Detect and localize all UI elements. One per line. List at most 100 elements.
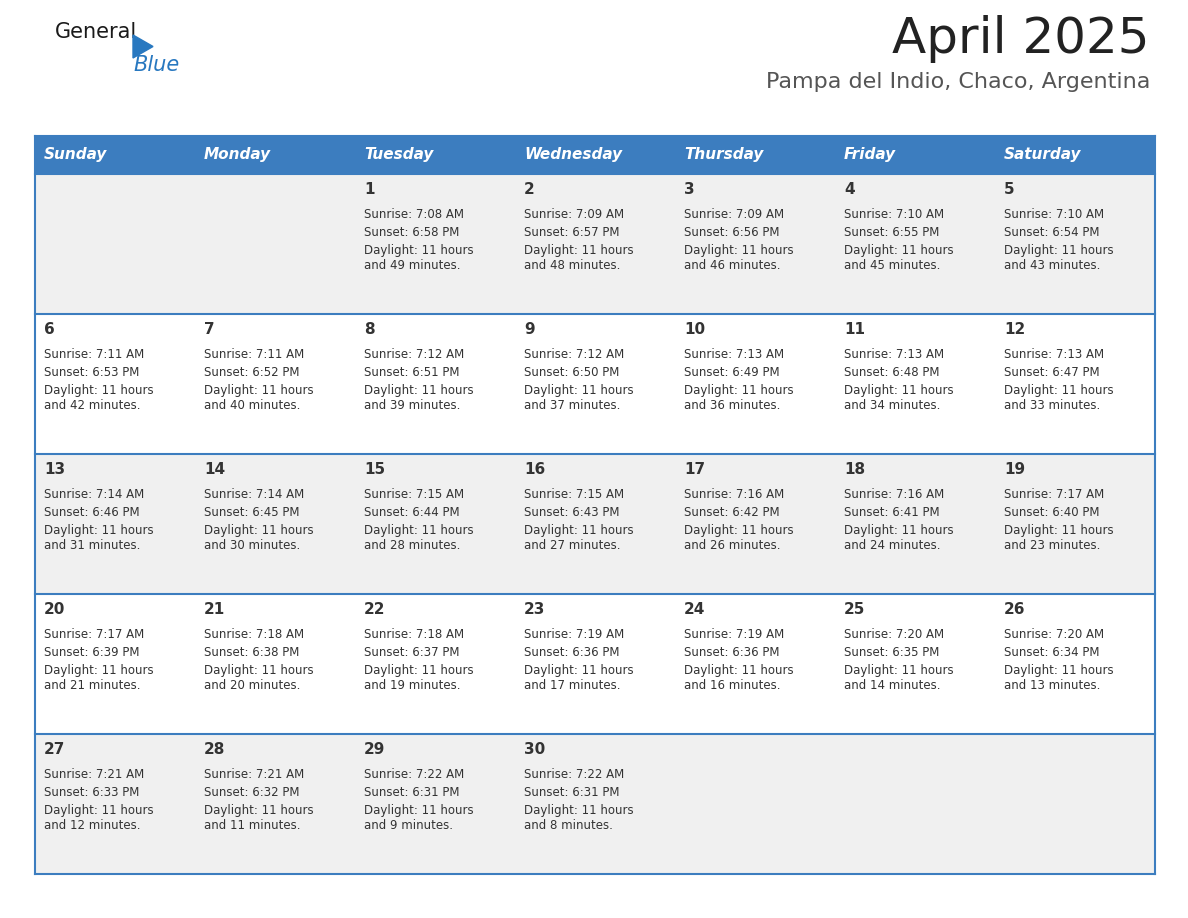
Bar — [34, 594, 1155, 734]
Text: Sunset: 6:47 PM: Sunset: 6:47 PM — [1004, 366, 1100, 379]
Text: Daylight: 11 hours
and 28 minutes.: Daylight: 11 hours and 28 minutes. — [364, 524, 474, 552]
Text: Daylight: 11 hours
and 40 minutes.: Daylight: 11 hours and 40 minutes. — [204, 384, 314, 412]
Text: Daylight: 11 hours
and 42 minutes.: Daylight: 11 hours and 42 minutes. — [44, 384, 153, 412]
Text: Friday: Friday — [843, 148, 896, 162]
Text: Sunset: 6:31 PM: Sunset: 6:31 PM — [524, 786, 619, 799]
Bar — [996, 136, 1155, 174]
Text: Sunset: 6:41 PM: Sunset: 6:41 PM — [843, 506, 940, 519]
Text: Sunset: 6:50 PM: Sunset: 6:50 PM — [524, 366, 619, 379]
Text: Sunset: 6:52 PM: Sunset: 6:52 PM — [204, 366, 299, 379]
Text: Daylight: 11 hours
and 11 minutes.: Daylight: 11 hours and 11 minutes. — [204, 804, 314, 832]
Text: Daylight: 11 hours
and 17 minutes.: Daylight: 11 hours and 17 minutes. — [524, 664, 633, 692]
Text: Sunset: 6:34 PM: Sunset: 6:34 PM — [1004, 646, 1100, 659]
Text: Daylight: 11 hours
and 34 minutes.: Daylight: 11 hours and 34 minutes. — [843, 384, 954, 412]
Text: 7: 7 — [204, 322, 215, 338]
Text: Sunset: 6:37 PM: Sunset: 6:37 PM — [364, 646, 460, 659]
Text: Daylight: 11 hours
and 46 minutes.: Daylight: 11 hours and 46 minutes. — [684, 244, 794, 272]
Bar — [34, 136, 195, 174]
Text: 14: 14 — [204, 463, 225, 477]
Text: Sunrise: 7:12 AM: Sunrise: 7:12 AM — [524, 348, 624, 361]
Text: 18: 18 — [843, 463, 865, 477]
Text: 25: 25 — [843, 602, 865, 618]
Text: 13: 13 — [44, 463, 65, 477]
Text: Sunrise: 7:16 AM: Sunrise: 7:16 AM — [684, 488, 784, 501]
Text: Sunset: 6:57 PM: Sunset: 6:57 PM — [524, 226, 619, 239]
Text: Thursday: Thursday — [684, 148, 764, 162]
Bar — [34, 454, 1155, 594]
Text: Sunset: 6:48 PM: Sunset: 6:48 PM — [843, 366, 940, 379]
Text: 9: 9 — [524, 322, 535, 338]
Text: Blue: Blue — [133, 55, 179, 75]
Text: 4: 4 — [843, 183, 854, 197]
Text: 21: 21 — [204, 602, 226, 618]
Text: 5: 5 — [1004, 183, 1015, 197]
Text: Sunrise: 7:09 AM: Sunrise: 7:09 AM — [524, 208, 624, 221]
Text: Sunrise: 7:12 AM: Sunrise: 7:12 AM — [364, 348, 465, 361]
Text: 29: 29 — [364, 743, 385, 757]
Text: 12: 12 — [1004, 322, 1025, 338]
Text: Daylight: 11 hours
and 45 minutes.: Daylight: 11 hours and 45 minutes. — [843, 244, 954, 272]
Text: April 2025: April 2025 — [892, 15, 1150, 63]
Text: Sunrise: 7:13 AM: Sunrise: 7:13 AM — [843, 348, 944, 361]
Text: Daylight: 11 hours
and 23 minutes.: Daylight: 11 hours and 23 minutes. — [1004, 524, 1113, 552]
Text: Sunrise: 7:08 AM: Sunrise: 7:08 AM — [364, 208, 465, 221]
Text: 17: 17 — [684, 463, 706, 477]
Bar — [516, 136, 675, 174]
Text: Daylight: 11 hours
and 12 minutes.: Daylight: 11 hours and 12 minutes. — [44, 804, 153, 832]
Text: Sunrise: 7:17 AM: Sunrise: 7:17 AM — [1004, 488, 1105, 501]
Text: Sunrise: 7:16 AM: Sunrise: 7:16 AM — [843, 488, 944, 501]
Text: 15: 15 — [364, 463, 385, 477]
Text: Sunset: 6:53 PM: Sunset: 6:53 PM — [44, 366, 139, 379]
Text: Sunset: 6:35 PM: Sunset: 6:35 PM — [843, 646, 940, 659]
Bar — [34, 734, 1155, 874]
Text: Sunrise: 7:17 AM: Sunrise: 7:17 AM — [44, 628, 144, 641]
Text: Sunrise: 7:09 AM: Sunrise: 7:09 AM — [684, 208, 784, 221]
Bar — [34, 174, 1155, 314]
Text: Daylight: 11 hours
and 33 minutes.: Daylight: 11 hours and 33 minutes. — [1004, 384, 1113, 412]
Text: Sunrise: 7:22 AM: Sunrise: 7:22 AM — [364, 768, 465, 781]
Text: Sunrise: 7:10 AM: Sunrise: 7:10 AM — [1004, 208, 1104, 221]
Text: 2: 2 — [524, 183, 535, 197]
Text: Daylight: 11 hours
and 26 minutes.: Daylight: 11 hours and 26 minutes. — [684, 524, 794, 552]
Text: General: General — [55, 22, 138, 42]
Text: Sunset: 6:43 PM: Sunset: 6:43 PM — [524, 506, 619, 519]
Text: Daylight: 11 hours
and 19 minutes.: Daylight: 11 hours and 19 minutes. — [364, 664, 474, 692]
Text: 16: 16 — [524, 463, 545, 477]
Text: Sunset: 6:33 PM: Sunset: 6:33 PM — [44, 786, 139, 799]
Text: Daylight: 11 hours
and 16 minutes.: Daylight: 11 hours and 16 minutes. — [684, 664, 794, 692]
Text: Sunset: 6:44 PM: Sunset: 6:44 PM — [364, 506, 460, 519]
Text: 19: 19 — [1004, 463, 1025, 477]
Text: Daylight: 11 hours
and 31 minutes.: Daylight: 11 hours and 31 minutes. — [44, 524, 153, 552]
Text: Daylight: 11 hours
and 48 minutes.: Daylight: 11 hours and 48 minutes. — [524, 244, 633, 272]
Text: Sunrise: 7:13 AM: Sunrise: 7:13 AM — [1004, 348, 1104, 361]
Text: Sunset: 6:49 PM: Sunset: 6:49 PM — [684, 366, 779, 379]
Text: Sunset: 6:36 PM: Sunset: 6:36 PM — [684, 646, 779, 659]
Text: Daylight: 11 hours
and 8 minutes.: Daylight: 11 hours and 8 minutes. — [524, 804, 633, 832]
Text: Daylight: 11 hours
and 37 minutes.: Daylight: 11 hours and 37 minutes. — [524, 384, 633, 412]
Text: Sunset: 6:54 PM: Sunset: 6:54 PM — [1004, 226, 1100, 239]
Text: Daylight: 11 hours
and 21 minutes.: Daylight: 11 hours and 21 minutes. — [44, 664, 153, 692]
Text: 11: 11 — [843, 322, 865, 338]
Text: 10: 10 — [684, 322, 706, 338]
Text: Sunset: 6:46 PM: Sunset: 6:46 PM — [44, 506, 140, 519]
Text: Sunset: 6:51 PM: Sunset: 6:51 PM — [364, 366, 460, 379]
Text: Sunset: 6:40 PM: Sunset: 6:40 PM — [1004, 506, 1100, 519]
Text: Sunset: 6:45 PM: Sunset: 6:45 PM — [204, 506, 299, 519]
Text: Sunset: 6:32 PM: Sunset: 6:32 PM — [204, 786, 299, 799]
Text: Sunrise: 7:14 AM: Sunrise: 7:14 AM — [44, 488, 144, 501]
Text: Sunrise: 7:14 AM: Sunrise: 7:14 AM — [204, 488, 304, 501]
Text: 1: 1 — [364, 183, 374, 197]
Text: Sunrise: 7:11 AM: Sunrise: 7:11 AM — [44, 348, 144, 361]
Text: Sunrise: 7:19 AM: Sunrise: 7:19 AM — [524, 628, 624, 641]
Text: 8: 8 — [364, 322, 374, 338]
Text: Sunrise: 7:22 AM: Sunrise: 7:22 AM — [524, 768, 624, 781]
Bar — [835, 136, 996, 174]
Text: Sunset: 6:38 PM: Sunset: 6:38 PM — [204, 646, 299, 659]
Text: 6: 6 — [44, 322, 55, 338]
Text: Daylight: 11 hours
and 43 minutes.: Daylight: 11 hours and 43 minutes. — [1004, 244, 1113, 272]
Text: 26: 26 — [1004, 602, 1025, 618]
Text: 24: 24 — [684, 602, 706, 618]
Text: 3: 3 — [684, 183, 695, 197]
Text: Monday: Monday — [204, 148, 271, 162]
Text: Sunset: 6:56 PM: Sunset: 6:56 PM — [684, 226, 779, 239]
